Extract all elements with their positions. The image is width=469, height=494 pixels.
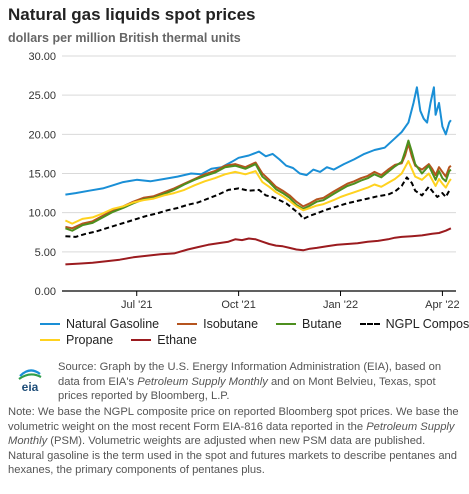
y-tick-label: 10.00 [28,208,56,220]
x-tick-label: Jul '21 [121,299,152,311]
series-line-natural-gasoline [65,86,452,196]
legend-item: Ethane [131,333,197,347]
note-text-2: Petroleum Supply Monthly [8,420,455,448]
legend-swatch [40,339,60,341]
chart-subtitle: dollars per million British thermal unit… [8,31,241,45]
legend-swatch [177,323,198,325]
note-text-1: Note: We base the NGPL composite price o… [8,406,459,433]
legend-swatch [40,323,60,325]
legend-label: NGPL Composite [385,317,469,331]
series-line-butane [65,139,452,232]
source-note: Source: Graph by the U.S. Energy Informa… [58,360,458,404]
legend-label: Butane [302,317,342,331]
legend-swatch [276,323,297,325]
eia-logo-text: eia [22,380,39,394]
y-axis: 0.00 5.00 10.00 15.00 20.00 25.00 30.00 [28,51,456,298]
footnote: Note: We base the NGPL composite price o… [8,405,463,478]
legend-swatch [359,323,380,325]
y-tick-label: 5.00 [35,247,56,259]
y-tick-label: 15.00 [28,169,56,181]
chart-legend: Natural Gasoline Isobutane Butane NGPL Comp… [40,316,469,348]
legend-item: Natural Gasoline [40,317,159,331]
x-axis: Jul '21 Oct '21 Jan '22 Apr '22 [121,291,460,311]
legend-label: Natural Gasoline [66,317,160,331]
y-tick-label: 0.00 [35,286,56,298]
source-text-1: Source: Graph by the U.S. Energy Informa… [58,361,442,388]
source-text-2: Petroleum Supply Monthly [137,375,268,388]
legend-label: Isobutane [203,317,259,331]
series-line-propane [64,160,452,225]
legend-item: NGPL Composite [359,317,469,331]
legend-label: Ethane [157,333,197,347]
series-line-ethane [65,227,452,266]
series-line-isobutane [65,142,452,230]
legend-label: Propane [66,333,114,347]
x-tick-label: Apr '22 [425,299,460,311]
chart-title: Natural gas liquids spot prices [8,5,256,24]
y-tick-label: 25.00 [28,90,56,102]
legend-item: Propane [40,333,113,347]
y-tick-label: 30.00 [28,51,56,63]
series-line-ngpl-composite [65,176,452,238]
legend-swatch [131,339,152,341]
legend-row: Natural Gasoline Isobutane Butane NGPL Comp… [40,316,469,332]
legend-row: Propane Ethane [40,332,460,348]
legend-item: Butane [276,317,342,331]
series-lines [64,86,452,266]
x-tick-label: Oct '21 [221,299,256,311]
note-text-3: (PSM). Volumetric weights are adjusted w… [8,435,458,477]
line-chart: 0.00 5.00 10.00 15.00 20.00 25.00 30.00 Jul '2… [28,51,460,311]
x-tick-label: Jan '22 [323,299,358,311]
legend-item: Isobutane [177,317,258,331]
eia-logo-icon: eia [18,369,42,394]
y-tick-label: 20.00 [28,129,56,141]
source-text-3: and on Mont Belvieu, Texas, spot prices … [58,375,436,403]
